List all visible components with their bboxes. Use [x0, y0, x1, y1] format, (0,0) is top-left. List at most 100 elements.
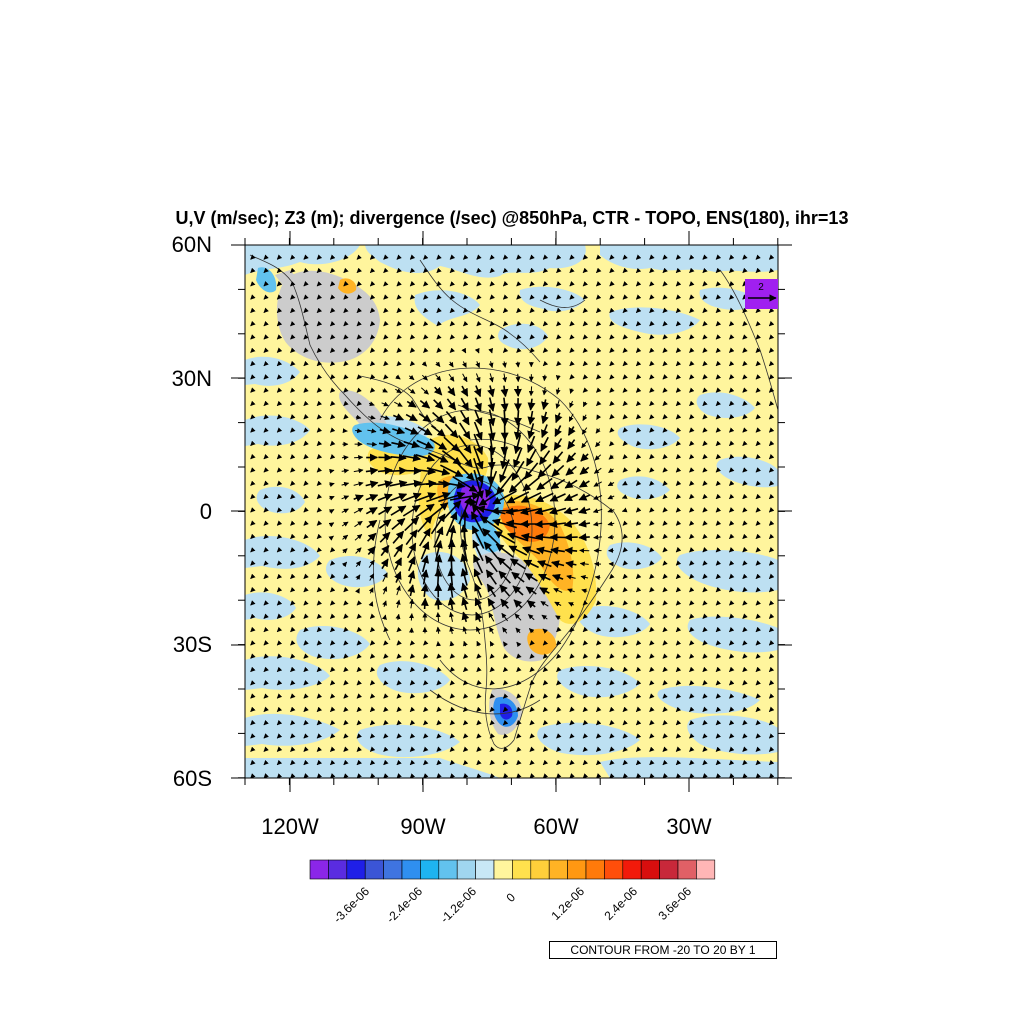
wind-vector — [328, 509, 335, 514]
wind-vector — [742, 400, 748, 407]
wind-vector — [382, 387, 388, 393]
colorbar-swatch — [420, 859, 440, 880]
wind-vector — [369, 374, 376, 380]
wind-vector — [476, 294, 482, 300]
wind-vector — [635, 387, 642, 393]
wind-vector — [596, 374, 602, 380]
wind-vector — [353, 468, 364, 474]
wind-vector — [536, 477, 553, 491]
wind-vector — [567, 426, 576, 436]
wind-vector — [330, 254, 336, 260]
wind-vector — [303, 467, 309, 473]
wind-vector — [303, 400, 309, 407]
wind-vector — [436, 641, 442, 647]
wind-vector — [755, 307, 761, 313]
colorbar-swatch — [493, 859, 513, 880]
wind-vector — [369, 320, 376, 327]
wind-vector — [729, 360, 735, 367]
wind-vector — [609, 281, 615, 287]
wind-vector — [622, 267, 628, 274]
wind-vector — [250, 467, 256, 473]
wind-vector — [635, 307, 642, 313]
wind-vector — [356, 307, 362, 313]
wind-vector — [595, 441, 601, 448]
wind-vector — [316, 387, 323, 393]
wind-vector — [662, 440, 668, 446]
wind-vector — [662, 467, 668, 473]
wind-vector — [474, 347, 480, 354]
wind-vector — [596, 294, 602, 300]
colorbar-swatch — [364, 859, 384, 880]
colorbar-swatch — [328, 859, 348, 880]
wind-vector — [649, 387, 655, 393]
wind-vector — [542, 374, 548, 382]
wind-vector — [529, 281, 535, 287]
wind-vector — [702, 520, 708, 526]
wind-vector — [715, 320, 722, 327]
wind-vector — [649, 400, 655, 407]
wind-vector — [755, 440, 761, 446]
wind-vector — [649, 427, 655, 433]
wind-vector — [356, 320, 362, 327]
wind-vector — [689, 427, 695, 433]
wind-vector — [609, 267, 615, 274]
wind-vector — [593, 467, 602, 474]
wind-vector — [729, 507, 735, 513]
wind-vector — [689, 520, 695, 526]
wind-vector — [263, 480, 269, 486]
wind-vector — [635, 480, 642, 486]
wind-vector — [276, 400, 283, 407]
wind-vector — [276, 360, 283, 367]
wind-vector — [487, 397, 496, 412]
wind-vector — [263, 493, 269, 500]
wind-vector — [552, 451, 564, 464]
wind-vector — [421, 374, 428, 381]
wind-vector — [476, 320, 482, 327]
wind-vector — [502, 334, 509, 340]
wind-vector — [456, 447, 473, 468]
wind-vector — [515, 373, 521, 383]
wind-vector — [343, 360, 349, 367]
wind-vector — [768, 334, 775, 340]
wind-vector — [582, 334, 589, 340]
wind-vector — [563, 506, 579, 515]
wind-vector — [742, 520, 748, 526]
wind-vector — [396, 294, 402, 300]
wind-vector — [383, 360, 389, 367]
wind-vector — [316, 374, 323, 380]
wind-vector — [290, 453, 296, 460]
wind-vector — [276, 281, 283, 287]
wind-vector — [488, 361, 494, 368]
wind-vector — [539, 450, 551, 466]
wind-vector — [715, 480, 722, 486]
wind-vector — [316, 440, 323, 446]
wind-vector — [263, 400, 269, 407]
wind-vector — [447, 386, 456, 397]
wind-vector — [675, 440, 682, 446]
wind-vector — [391, 517, 406, 531]
wind-vector — [263, 281, 269, 287]
wind-vector — [742, 414, 748, 420]
wind-vector — [506, 491, 530, 504]
wind-vector — [515, 361, 521, 368]
wind-vector — [541, 411, 549, 425]
wind-vector — [702, 507, 708, 513]
wind-vector — [549, 493, 566, 502]
wind-vector — [742, 307, 748, 313]
colorbar-swatch — [659, 859, 679, 880]
wind-vector — [463, 294, 469, 300]
wind-vector — [405, 413, 418, 422]
wind-vector — [662, 281, 668, 287]
wind-vector — [596, 387, 602, 393]
wind-vector — [330, 453, 336, 460]
wind-vector — [343, 254, 349, 260]
wind-vector — [675, 307, 682, 313]
wind-vector — [415, 503, 435, 518]
wind-vector — [742, 467, 748, 473]
wind-vector — [449, 347, 456, 353]
wind-vector — [689, 267, 695, 274]
wind-vector — [592, 508, 603, 514]
wind-vector — [622, 320, 628, 327]
wind-vector — [649, 440, 655, 446]
wind-vector — [542, 334, 549, 340]
